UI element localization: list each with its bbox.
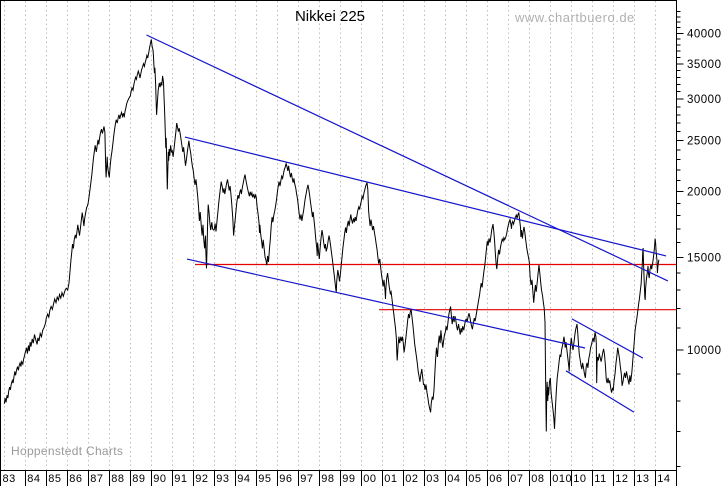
y-tick-label: 20000 (687, 187, 721, 199)
chart-title: Nikkei 225 (294, 8, 366, 25)
y-tick-label: 40000 (687, 28, 721, 40)
x-tick-label: 02 (405, 473, 418, 485)
price-line (3, 39, 660, 432)
x-tick-label: 04 (447, 473, 460, 485)
x-tick-label: 94 (237, 473, 250, 485)
x-tick-label: 11 (594, 473, 606, 485)
x-tick-label: 93 (216, 473, 229, 485)
trend-line (186, 258, 586, 349)
x-tick-label: 06 (489, 473, 502, 485)
trend-lines (146, 34, 669, 413)
x-tick-label: 07 (510, 473, 523, 485)
x-tick-label: 91 (174, 473, 187, 485)
x-tick-label: 96 (279, 473, 292, 485)
watermark-text: www.chartbuero.de (515, 10, 635, 25)
x-tick-label: 89 (132, 473, 145, 485)
x-tick-label: 98 (321, 473, 334, 485)
x-tick-label: 99 (342, 473, 355, 485)
y-tick-label: 25000 (687, 136, 721, 148)
x-tick-label: 87 (90, 473, 103, 485)
support-resistance-lines (195, 263, 676, 311)
trend-line (146, 34, 669, 282)
trend-line (571, 318, 644, 359)
x-tick-label: 10 (573, 473, 586, 485)
x-axis-band: 83 84 85 86 87 88 89 90 91 92 93 94 95 96 97 98 99 00 01 02… (0, 470, 677, 486)
x-tick-label: 08 (531, 473, 544, 485)
x-tick-label: 86 (69, 473, 82, 485)
x-tick-label: 12 (615, 473, 628, 485)
x-tick-label: 85 (48, 473, 61, 485)
y-tick-label: 15000 (687, 252, 721, 264)
y-axis: 10000 15000 20000 25000 30000 35000 40000 (676, 11, 721, 468)
x-tick-label: 95 (258, 473, 271, 485)
x-tick-label: 88 (111, 473, 124, 485)
x-tick-label: 010 (552, 473, 572, 485)
x-tick-label: 14 (657, 473, 670, 485)
x-tick-label: 00 (363, 473, 376, 485)
trend-line (184, 136, 667, 257)
x-tick-label: 90 (153, 473, 166, 485)
y-tick-label: 30000 (687, 94, 721, 106)
trend-line (565, 370, 635, 413)
x-tick-label: 13 (636, 473, 649, 485)
y-tick-label: 10000 (687, 345, 721, 357)
plot-border (0, 0, 677, 471)
year-gridlines (3, 1, 656, 470)
x-tick-label: 97 (300, 473, 313, 485)
x-tick-label: 92 (195, 473, 208, 485)
y-tick-label: 35000 (687, 59, 721, 71)
x-tick-label: 05 (468, 473, 481, 485)
x-tick-label: 84 (27, 473, 40, 485)
x-tick-label: 01 (384, 473, 397, 485)
brand-label: Hoppenstedt Charts (11, 444, 124, 458)
x-tick-label: 03 (426, 473, 439, 485)
x-tick-label: 83 (3, 473, 16, 485)
